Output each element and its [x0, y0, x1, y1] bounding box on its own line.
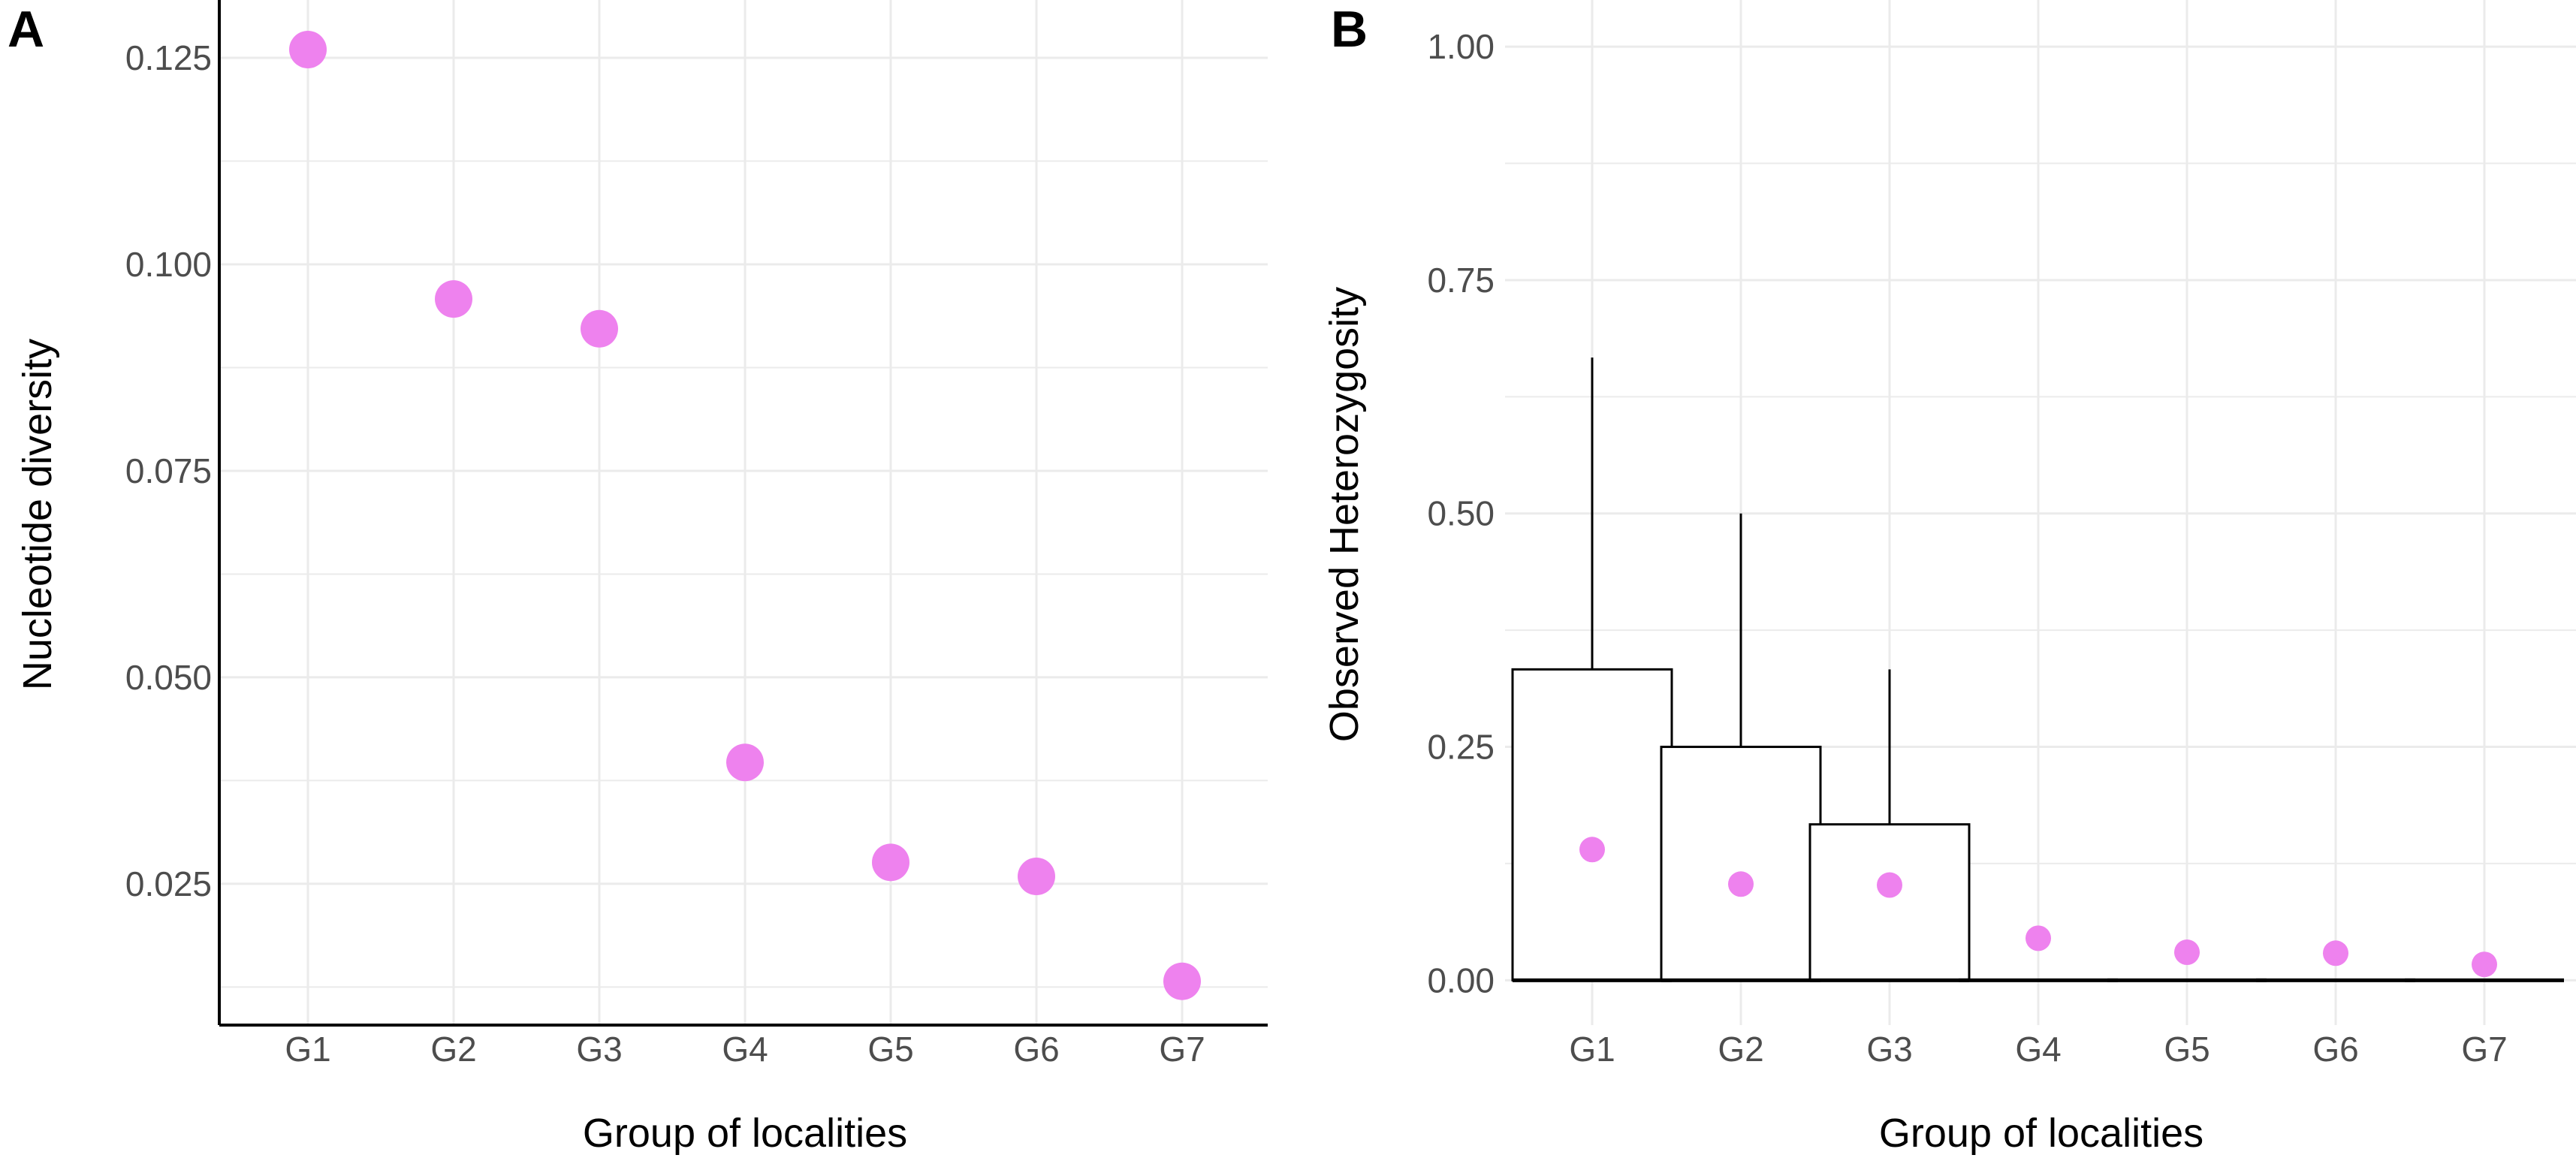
panel-b-label: B — [1331, 1, 1368, 58]
panel-b-boxes — [1511, 357, 2564, 982]
panel-a-point — [289, 30, 327, 68]
panel-a-point — [872, 843, 909, 882]
panel-b-x-tick-label: G2 — [1718, 1030, 1763, 1069]
panel-b-y-tick-label: 0.00 — [1427, 960, 1495, 1000]
panel-a-y-tick-label: 0.125 — [125, 38, 212, 77]
panel-a-x-tick-label: G7 — [1159, 1030, 1205, 1069]
panel-b-box — [1660, 746, 1822, 982]
panel-b-mean-point — [2472, 951, 2497, 978]
panel-b-mean-point — [1579, 837, 1605, 863]
panel-b-x-tick-label: G7 — [2461, 1030, 2507, 1069]
panel-b-mean-point — [2026, 925, 2051, 951]
panel-a-x-tick-label: G6 — [1013, 1030, 1059, 1069]
panel-b-y-tick-label: 0.50 — [1427, 494, 1495, 533]
panel-a-x-tick-label: G5 — [867, 1030, 913, 1069]
panel-b-x-tick-label: G5 — [2164, 1030, 2210, 1069]
panel-b-y-tick-label: 0.75 — [1427, 261, 1495, 300]
panel-b-y-tick-label: 1.00 — [1427, 27, 1495, 66]
panel-a-x-tick-labels: G1 G2 G3 G4 G5 G6 G7 — [285, 1030, 1205, 1069]
panel-a-x-tick-label: G1 — [285, 1030, 330, 1069]
panel-a-point — [726, 743, 764, 782]
panel-b-x-tick-label: G4 — [2015, 1030, 2061, 1069]
panel-a-x-tick-label: G2 — [430, 1030, 476, 1069]
panel-b-box — [1511, 668, 1673, 982]
panel-b-mean-point — [2174, 939, 2200, 966]
panel-a-axes — [218, 0, 1268, 1027]
panel-a-point — [435, 280, 472, 318]
panel-a-y-tick-label: 0.050 — [125, 658, 212, 697]
panel-a-gridlines — [219, 0, 1268, 1025]
panel-b-y-tick-label: 0.25 — [1427, 728, 1495, 767]
panel-b-mean-point — [2323, 940, 2348, 966]
panel-a-x-tick-label: G3 — [576, 1030, 622, 1069]
panel-b-mean-point — [1877, 872, 1902, 898]
panel-a-y-axis-title: Nucleotide diversity — [15, 339, 60, 690]
panel-b-mean-points — [1579, 837, 2497, 978]
panel-a-y-tick-label: 0.025 — [125, 864, 212, 903]
panel-a-point — [581, 309, 618, 348]
panel-b-x-axis-title: Group of localities — [1879, 1111, 2203, 1156]
panel-a-point — [1163, 962, 1201, 1000]
panel-b: B 0.00 0.25 0.50 0.75 1.00 G1 G2 G3 G4 G5 G6 G7 Gr… — [1322, 0, 2576, 1156]
panel-b-x-tick-label: G1 — [1569, 1030, 1615, 1069]
panel-a-label: A — [8, 1, 44, 58]
panel-b-x-tick-labels: G1 G2 G3 G4 G5 G6 G7 — [1569, 1030, 2507, 1069]
panel-b-y-axis-title: Observed Heterozygosity — [1322, 287, 1367, 742]
panel-a-points — [289, 30, 1201, 1000]
panel-b-gridlines — [1505, 0, 2576, 1025]
panel-b-y-tick-labels: 0.00 0.25 0.50 0.75 1.00 — [1427, 27, 1495, 1000]
panel-a-point — [1018, 858, 1055, 896]
panel-a-y-tick-label: 0.100 — [125, 245, 212, 284]
panel-b-mean-point — [1728, 871, 1754, 897]
panel-b-x-tick-label: G3 — [1866, 1030, 1912, 1069]
panel-a: A 0.025 0.050 0.075 0.100 0.125 G1 G2 G3 G4 G5 G6… — [8, 0, 1268, 1156]
panel-a-x-axis-title: Group of localities — [583, 1111, 907, 1156]
panel-b-x-tick-label: G6 — [2312, 1030, 2358, 1069]
panel-a-y-tick-labels: 0.025 0.050 0.075 0.100 0.125 — [125, 38, 212, 903]
panel-a-x-tick-label: G4 — [722, 1030, 768, 1069]
panel-b-box — [1808, 823, 1971, 982]
panel-a-y-tick-label: 0.075 — [125, 451, 212, 490]
